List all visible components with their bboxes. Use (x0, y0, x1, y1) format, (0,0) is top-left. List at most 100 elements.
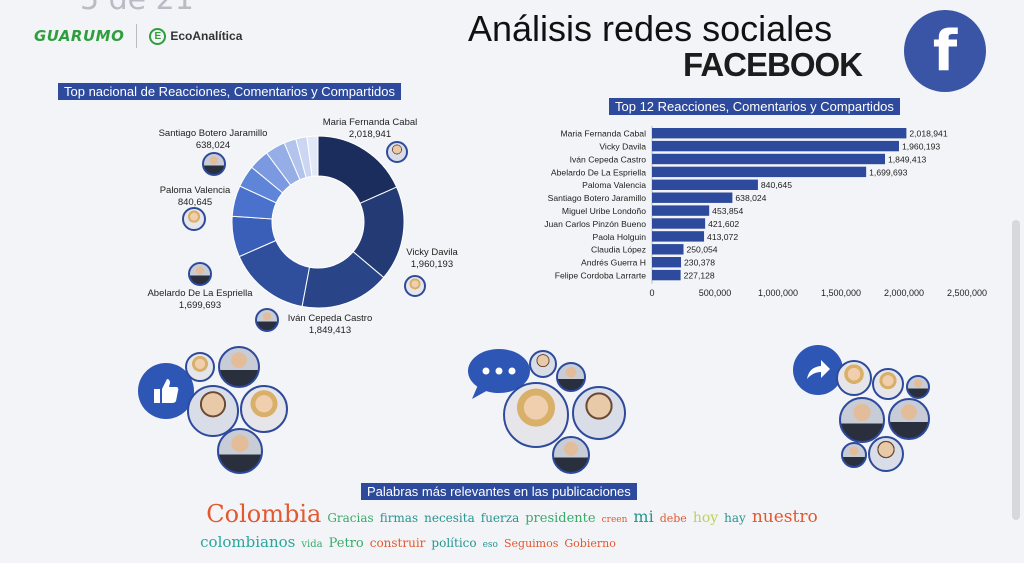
avatar-shares-5 (888, 398, 930, 440)
bar-value-label: 2,018,941 (909, 129, 947, 139)
logo-divider (136, 24, 138, 48)
donut-slice (283, 138, 307, 181)
word-cloud-word: Petro (328, 536, 364, 551)
avatar-cepeda (255, 308, 279, 332)
donut-label-name: Santiago Botero Jaramillo (158, 128, 268, 139)
bar-category-label: Miguel Uribe Londoño (562, 206, 646, 216)
avatar-shares-4 (839, 397, 885, 443)
donut-slice (317, 135, 398, 204)
donut-label-name: Paloma Valencia (159, 185, 231, 196)
thumbs-up-icon (138, 363, 194, 419)
word-cloud-word: Gracias (327, 511, 374, 525)
avatar-shares-2 (872, 368, 904, 400)
word-cloud-word: político (431, 536, 477, 550)
word-cloud-word: hay (724, 511, 746, 525)
ecoanalitica-label: EcoAnalítica (170, 29, 243, 43)
donut-label-cepeda: Iván Cepeda Castro 1,849,413 (270, 313, 390, 337)
avatar-botero (202, 152, 226, 176)
bar (652, 269, 681, 281)
word-cloud-word: presidente (525, 511, 596, 526)
donut-label-value: 1,960,193 (410, 259, 454, 270)
donut-slice (239, 166, 284, 204)
bar (652, 218, 706, 229)
avatar-espriella (188, 262, 212, 286)
bar (652, 179, 758, 190)
avatar-reactions-4 (240, 385, 288, 433)
word-cloud-word: debe (659, 512, 687, 525)
donut-label-value: 840,645 (177, 197, 213, 208)
avatar-comments-2 (556, 362, 586, 392)
donut-label-name: Maria Fernanda Cabal (322, 117, 418, 128)
ecoanalitica-mark-icon: E (149, 27, 167, 45)
guarumo-logo: GUARUMO (34, 27, 125, 45)
words-title: Palabras más relevantes en las publicaci… (361, 483, 637, 500)
page-counter: 5 de 21 (80, 0, 194, 17)
bar-category-label: Felipe Cordoba Larrarte (555, 271, 646, 281)
bar (652, 244, 684, 255)
bar-value-label: 453,854 (712, 206, 743, 216)
page-title: Análisis redes sociales (468, 8, 833, 49)
scrollbar[interactable] (1012, 220, 1020, 520)
bar (652, 166, 867, 178)
x-tick-label: 2,500,000 (947, 288, 987, 298)
bar (652, 257, 682, 268)
avatar-cabal (386, 141, 408, 163)
word-cloud-word: fuerza (480, 511, 520, 525)
donut-title: Top nacional de Reacciones, Comentarios … (58, 83, 401, 100)
word-cloud-word: eso (482, 540, 498, 550)
donut-label-davila: Vicky Davila 1,960,193 (392, 247, 472, 271)
word-cloud-word: Gobierno (564, 537, 616, 550)
donut-label-value: 1,699,693 (178, 300, 222, 311)
bar-category-label: Vicky Davila (599, 142, 646, 152)
donut-slice (250, 152, 292, 194)
bar (652, 231, 705, 242)
donut-label-value: 2,018,941 (348, 129, 392, 140)
donut-label-name: Abelardo De La Espriella (147, 288, 253, 299)
bar-category-label: Santiago Botero Jaramillo (548, 193, 647, 203)
donut-slice (231, 215, 277, 258)
bar (652, 192, 733, 203)
bar-value-label: 1,960,193 (902, 142, 940, 152)
word-cloud-word: hoy (692, 510, 719, 526)
bar-category-label: Paloma Valencia (582, 180, 646, 190)
word-cloud-word: construir (369, 536, 426, 550)
facebook-icon: f (904, 10, 986, 92)
avatar-comments-1 (529, 350, 557, 378)
avatar-shares-3 (906, 375, 930, 399)
donut-label-paloma: Paloma Valencia 840,645 (150, 185, 240, 209)
bar-value-label: 421,602 (708, 219, 739, 229)
avatar-shares-1 (836, 360, 872, 396)
bar (652, 140, 899, 152)
donut-label-value: 638,024 (195, 140, 231, 151)
word-cloud-word: necesita (424, 511, 475, 525)
network-title: FACEBOOK (683, 46, 863, 83)
x-tick-label: 0 (649, 288, 654, 298)
logos: GUARUMO E EcoAnalítica (34, 24, 242, 48)
bar-category-label: Juan Carlos Pinzón Bueno (544, 219, 646, 229)
bar-value-label: 413,072 (707, 232, 738, 242)
x-tick-label: 1,500,000 (821, 288, 861, 298)
bar-value-label: 1,849,413 (888, 154, 926, 164)
ecoanalitica-logo: E EcoAnalítica (149, 27, 243, 45)
donut-label-botero: Santiago Botero Jaramillo 638,024 (148, 128, 278, 152)
x-tick-label: 2,000,000 (884, 288, 924, 298)
x-tick-label: 500,000 (699, 288, 732, 298)
bar-category-label: Abelardo De La Espriella (551, 167, 646, 177)
avatar-paloma (182, 207, 206, 231)
donut-label-cabal: Maria Fernanda Cabal 2,018,941 (300, 117, 440, 141)
bar-value-label: 230,378 (684, 258, 715, 268)
avatar-comments-3 (503, 382, 569, 448)
word-cloud-line-2: colombianos vida Petro construir político eso… (0, 532, 920, 551)
word-cloud-line-1: Colombia Gracias firmas necesita fuerza presi… (0, 500, 1024, 528)
donut-label-espriella: Abelardo De La Espriella 1,699,693 (140, 288, 260, 312)
bar-category-label: Andrés Guerra H (581, 258, 646, 268)
bar-value-label: 840,645 (761, 180, 792, 190)
avatar-reactions-5 (217, 428, 263, 474)
avatar-davila (404, 275, 426, 297)
bar-title: Top 12 Reacciones, Comentarios y Compart… (609, 98, 900, 115)
bar-value-label: 250,054 (687, 245, 718, 255)
bar (652, 153, 886, 165)
bar (652, 205, 710, 216)
bar-value-label: 227,128 (684, 271, 715, 281)
donut-slice (295, 136, 313, 179)
